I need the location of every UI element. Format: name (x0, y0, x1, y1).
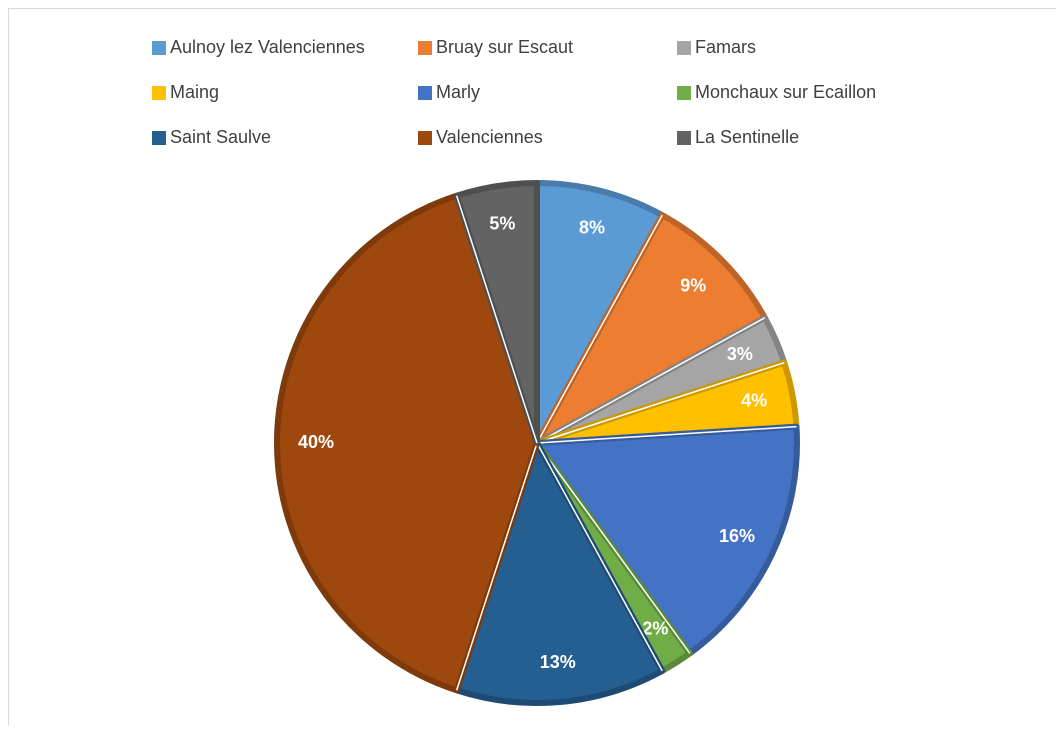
legend-label: Famars (695, 37, 756, 57)
legend-swatch (677, 41, 691, 55)
legend-swatch (152, 86, 166, 100)
data-label: 13% (540, 652, 576, 672)
legend-label: Maing (170, 82, 219, 102)
legend-label: Bruay sur Escaut (436, 37, 573, 57)
legend-swatch (418, 131, 432, 145)
legend-swatch (418, 41, 432, 55)
legend-label: Monchaux sur Ecaillon (695, 82, 876, 102)
legend-label: Valenciennes (436, 127, 543, 147)
legend-swatch (677, 131, 691, 145)
legend-swatch (677, 86, 691, 100)
data-label: 4% (741, 390, 767, 410)
legend-label: Aulnoy lez Valenciennes (170, 37, 365, 57)
data-label: 16% (719, 526, 755, 546)
data-label: 3% (727, 344, 753, 364)
legend-label: Saint Saulve (170, 127, 271, 147)
data-label: 9% (680, 275, 706, 295)
legend-swatch (152, 131, 166, 145)
data-label: 5% (489, 213, 515, 233)
legend-label: Marly (436, 82, 480, 102)
data-label: 2% (642, 618, 668, 638)
legend-swatch (418, 86, 432, 100)
legend-swatch (152, 41, 166, 55)
data-label: 40% (298, 432, 334, 452)
data-label: 8% (579, 218, 605, 238)
legend-label: La Sentinelle (695, 127, 799, 147)
